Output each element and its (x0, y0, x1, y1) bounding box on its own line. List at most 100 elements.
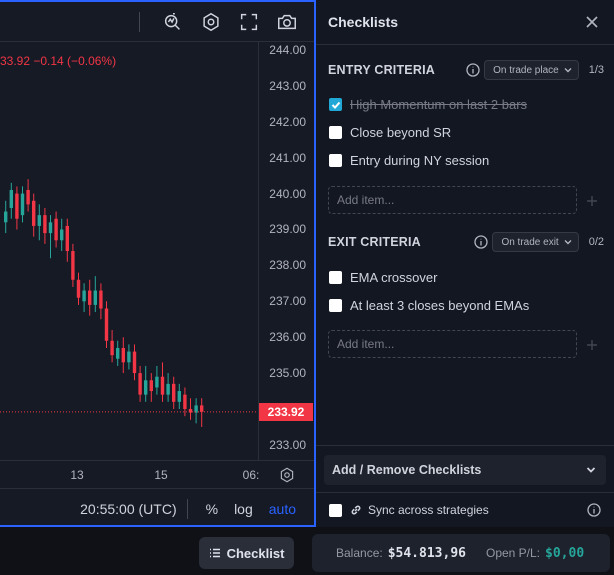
checklist-item[interactable]: At least 3 closes beyond EMAs (329, 298, 529, 313)
entry-trigger-select[interactable]: On trade place (484, 60, 579, 80)
candle-body (132, 351, 137, 374)
candle-body (15, 193, 19, 219)
time-tick: 13 (70, 468, 84, 482)
auto-scale-button[interactable]: auto (268, 500, 296, 517)
plus-icon[interactable] (586, 194, 598, 206)
checklist-button[interactable]: Checklist (199, 537, 294, 569)
price-tick: 243.00 (269, 79, 306, 93)
ohlc-readout: 33.92 −0.14 (−0.06%) (0, 54, 117, 68)
info-icon[interactable] (466, 63, 480, 77)
checkbox-checked[interactable] (329, 98, 342, 111)
bottom-bar: Checklist Balance: $54.813,96 Open P/L: … (0, 527, 614, 575)
price-tick: 237.00 (269, 294, 306, 308)
indicator-search-icon[interactable] (154, 2, 192, 42)
exit-criteria-title: EXIT CRITERIA (328, 235, 421, 249)
entry-criteria-header: ENTRY CRITERIA On trade place 1/3 (328, 59, 604, 81)
candle-body (26, 190, 30, 205)
camera-icon[interactable] (268, 2, 306, 42)
candle-body (144, 380, 148, 395)
chevron-down-icon (564, 68, 572, 73)
info-icon[interactable] (587, 503, 601, 517)
chart-footer: 20:55:00 (UTC) % log auto (0, 488, 314, 528)
exit-trigger-select[interactable]: On trade exit (492, 232, 579, 252)
info-icon[interactable] (474, 235, 489, 249)
percent-scale-button[interactable]: % (205, 500, 219, 517)
log-scale-button[interactable]: log (234, 500, 253, 517)
exit-criteria-count: 0/2 (588, 236, 604, 248)
time-tick: 06: (242, 468, 260, 482)
plus-icon[interactable] (586, 338, 598, 350)
candle-body (32, 200, 36, 226)
candle-body (166, 383, 170, 395)
checkbox[interactable] (329, 299, 342, 312)
candle-body (121, 347, 125, 363)
checklist-item-label: EMA crossover (350, 270, 438, 285)
candle-body (71, 251, 75, 280)
fullscreen-icon[interactable] (230, 2, 268, 42)
sync-strategies-row: Sync across strategies (329, 500, 605, 520)
checkbox[interactable] (329, 154, 342, 167)
toolbar-separator (139, 11, 140, 32)
candle-body (76, 279, 81, 298)
open-pl-label: Open P/L: (485, 546, 541, 560)
candle-body (93, 290, 97, 305)
settings-hexagon-icon[interactable] (192, 2, 230, 42)
checklist-item-label: High Momentum on last 2 bars (350, 97, 528, 112)
checklist-item[interactable]: EMA crossover (329, 270, 437, 285)
candle-body (37, 215, 41, 226)
candle-body (88, 290, 92, 305)
entry-add-item-input[interactable]: Add item... (328, 186, 577, 214)
price-tick: 238.00 (269, 258, 306, 272)
candle-body (127, 351, 131, 363)
candle-body (4, 211, 8, 223)
balance-value: $54.813,96 (387, 545, 466, 561)
checkbox[interactable] (329, 271, 342, 284)
time-axis[interactable]: 13 15 06: (0, 460, 314, 487)
candle-body (20, 193, 25, 216)
candlestick-chart[interactable] (0, 42, 258, 460)
candle-body (54, 218, 58, 241)
axis-settings-icon[interactable] (278, 466, 296, 484)
checkbox[interactable] (329, 126, 342, 139)
candle-body (99, 290, 103, 309)
candle-body (82, 290, 86, 302)
checklist-item[interactable]: High Momentum on last 2 bars (329, 97, 527, 112)
link-icon (350, 504, 362, 516)
entry-criteria-title: ENTRY CRITERIA (328, 63, 435, 77)
entry-trigger-value: On trade place (493, 64, 559, 76)
price-tick: 233.00 (269, 438, 306, 452)
price-tick: 240.00 (269, 187, 306, 201)
sync-checkbox[interactable] (329, 503, 342, 517)
checklist-item[interactable]: Close beyond SR (329, 125, 451, 140)
checklist-button-label: Checklist (226, 545, 285, 561)
candle-body (104, 308, 109, 341)
close-icon[interactable] (584, 14, 600, 30)
checklists-header: Checklists (316, 0, 614, 45)
candle-body (116, 347, 120, 359)
exit-criteria-header: EXIT CRITERIA On trade exit 0/2 (328, 231, 604, 253)
checklist-item-label: Entry during NY session (350, 153, 490, 168)
checklists-panel: Checklists ENTRY CRITERIA On trade place… (316, 0, 614, 527)
list-icon (209, 548, 220, 558)
price-tick: 236.00 (269, 330, 306, 344)
candle-body (194, 405, 198, 413)
add-remove-checklists-button[interactable]: Add / Remove Checklists (324, 455, 606, 485)
price-tick: 235.00 (269, 366, 306, 380)
candle-body (110, 340, 114, 356)
divider (316, 445, 614, 446)
exit-add-item-input[interactable]: Add item... (328, 330, 577, 358)
utc-clock[interactable]: 20:55:00 (UTC) (80, 500, 177, 517)
price-axis[interactable]: 244.00 243.00 242.00 241.00 240.00 239.0… (258, 42, 314, 460)
open-pl-value: $0,00 (545, 545, 585, 561)
candle-body (48, 222, 53, 234)
divider (316, 492, 614, 493)
checklists-title: Checklists (328, 14, 399, 30)
chevron-down-icon (564, 240, 572, 245)
price-plot[interactable] (0, 42, 258, 460)
candle-body (155, 376, 159, 388)
add-remove-label: Add / Remove Checklists (332, 463, 482, 477)
chevron-down-icon (586, 467, 596, 473)
checklist-item[interactable]: Entry during NY session (329, 153, 489, 168)
chart-panel[interactable]: 33.92 −0.14 (−0.06%) 244.00 243.00 242.0… (0, 0, 316, 527)
